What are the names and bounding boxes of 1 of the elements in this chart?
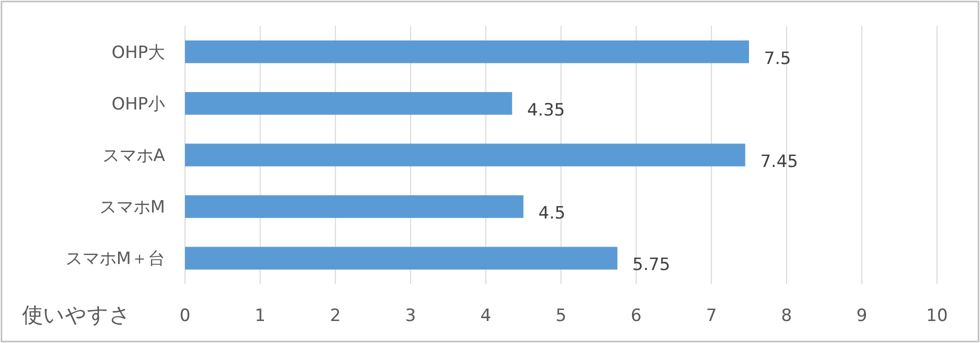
xlabel: 使いやすさ [22,303,131,327]
